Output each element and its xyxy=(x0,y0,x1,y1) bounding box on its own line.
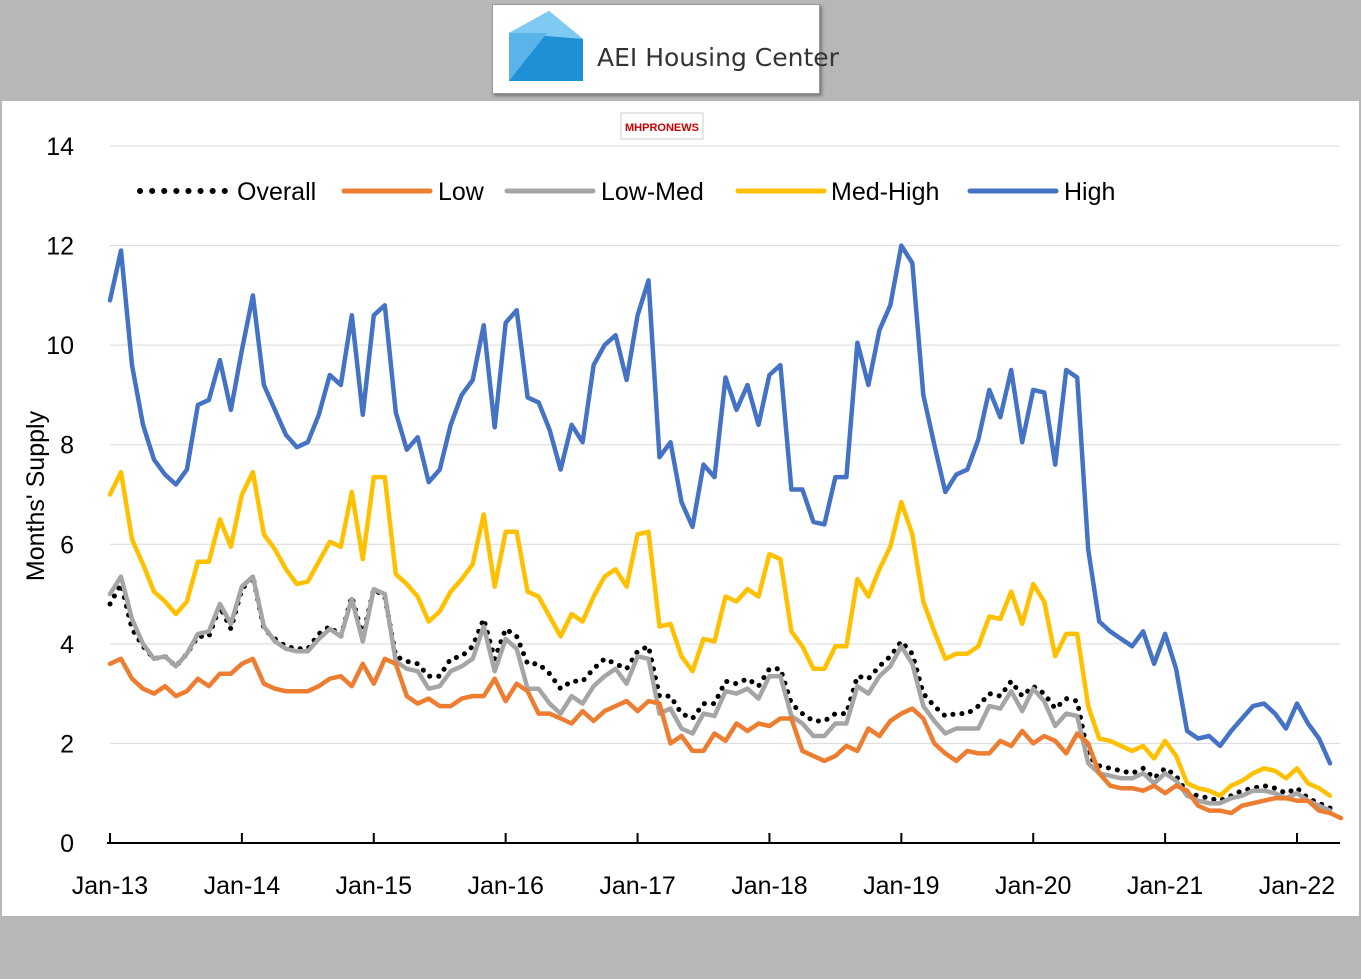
y-tick-label: 8 xyxy=(60,432,74,460)
x-tick-label: Jan-16 xyxy=(467,872,543,900)
series-line-low-med xyxy=(107,574,1333,813)
axis-layer: 0 2 4 6 8 10 12 14 Jan-13 Jan-14 Jan-15 Jan-16 Jan-1… xyxy=(46,133,1340,900)
house-logo-icon xyxy=(509,11,583,81)
aei-logo: AEI Housing Center xyxy=(492,4,839,94)
legend-layer: Overall Low Low-Med Med-High High xyxy=(137,178,1115,206)
series-line-high xyxy=(107,243,1333,766)
y-tick-label: 14 xyxy=(46,133,74,161)
x-tick-label: Jan-20 xyxy=(995,872,1071,900)
x-tick-label: Jan-14 xyxy=(204,872,281,900)
logo-text: AEI Housing Center xyxy=(597,43,839,72)
series-layer xyxy=(107,243,1344,821)
y-tick-label: 6 xyxy=(60,531,74,559)
x-tick-label: Jan-18 xyxy=(731,872,807,900)
y-tick-label: 4 xyxy=(60,631,74,659)
legend-label-high: High xyxy=(1064,178,1115,206)
series-line-med-high xyxy=(107,469,1333,798)
y-tick-label: 10 xyxy=(46,332,74,360)
chart-panel: 0 2 4 6 8 10 12 14 Jan-13 Jan-14 Jan-15 Jan-16 Jan-1… xyxy=(2,101,1359,916)
series-line-overall xyxy=(107,574,1333,811)
watermark-text: MHPRONEWS xyxy=(625,122,699,134)
months-supply-chart: 0 2 4 6 8 10 12 14 Jan-13 Jan-14 Jan-15 Jan-16 Jan-1… xyxy=(22,133,1344,900)
x-tick-label: Jan-15 xyxy=(336,872,412,900)
x-tick-label: Jan-21 xyxy=(1127,872,1203,900)
legend-label-low-med: Low-Med xyxy=(601,178,704,206)
watermark: MHPRONEWS xyxy=(611,103,711,145)
legend-label-low: Low xyxy=(438,178,485,206)
x-tick-label: Jan-13 xyxy=(72,872,148,900)
y-tick-label: 2 xyxy=(60,730,74,758)
y-axis-label: Months' Supply xyxy=(22,410,50,581)
legend-label-overall: Overall xyxy=(237,178,316,206)
x-tick-label: Jan-17 xyxy=(599,872,675,900)
x-tick-label: Jan-22 xyxy=(1259,872,1335,900)
y-tick-label: 0 xyxy=(60,830,74,858)
y-tick-label: 12 xyxy=(46,233,74,261)
watermark-badge-icon: MHPRONEWS xyxy=(620,112,704,140)
series-line-low xyxy=(107,656,1344,821)
legend-label-med-high: Med-High xyxy=(831,178,939,206)
x-tick-label: Jan-19 xyxy=(863,872,939,900)
